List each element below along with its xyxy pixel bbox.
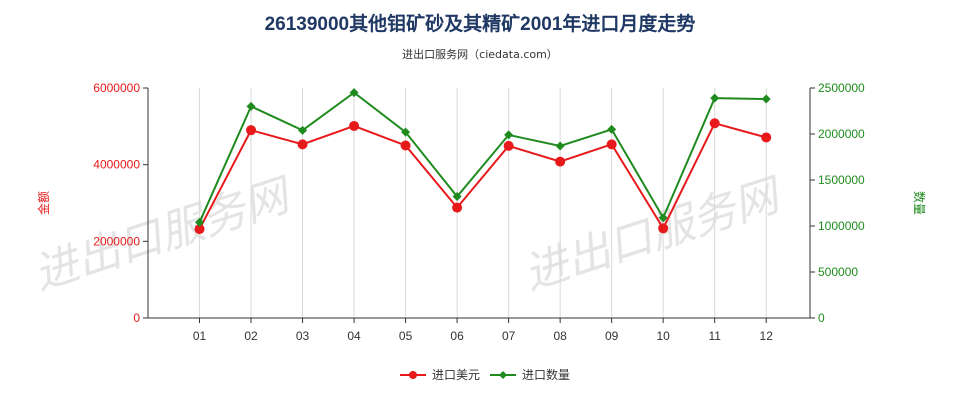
y-right-tick-label: 1500000 bbox=[818, 173, 865, 187]
data-point-quantity bbox=[401, 127, 411, 137]
legend-marker bbox=[409, 371, 417, 379]
watermark-text: 进出口服务网 bbox=[28, 169, 300, 301]
data-point-quantity bbox=[452, 192, 462, 202]
data-point-quantity bbox=[607, 124, 617, 134]
x-tick-label: 01 bbox=[193, 329, 207, 343]
series-line-1 bbox=[198, 122, 767, 231]
data-point-amount bbox=[452, 202, 463, 213]
data-point-amount bbox=[555, 156, 566, 167]
x-tick-label: 11 bbox=[708, 329, 721, 343]
legend-marker bbox=[499, 371, 507, 379]
data-point-quantity bbox=[195, 217, 205, 227]
x-tick-label: 06 bbox=[450, 329, 464, 343]
legend-label: 进口美元 bbox=[432, 368, 480, 382]
legend-item-2: 进口数量 bbox=[490, 367, 570, 382]
data-point-quantity bbox=[504, 130, 514, 140]
chart-title: 26139000其他钼矿砂及其精矿2001年进口月度走势 bbox=[265, 12, 696, 35]
y-right-tick-label: 0 bbox=[818, 311, 825, 325]
data-point-amount bbox=[349, 120, 360, 131]
y-left-tick-label: 4000000 bbox=[93, 158, 140, 172]
y-left-tick-label: 2000000 bbox=[93, 234, 140, 248]
data-point-amount bbox=[606, 139, 617, 150]
y-right-tick-label: 500000 bbox=[818, 265, 858, 279]
y-right-axis-title: 数量 bbox=[912, 191, 927, 215]
y-left-tick-label: 0 bbox=[133, 311, 140, 325]
data-point-amount bbox=[246, 125, 257, 136]
data-point-quantity bbox=[761, 94, 771, 104]
x-tick-label: 07 bbox=[502, 329, 516, 343]
watermark-text: 进出口服务网 bbox=[518, 169, 790, 301]
data-point-amount bbox=[400, 140, 411, 151]
data-point-quantity bbox=[555, 141, 565, 151]
legend-label: 进口数量 bbox=[522, 367, 570, 382]
x-tick-label: 05 bbox=[399, 329, 413, 343]
plot-area: 0 2000000 4000000 6000000 0 500000 1000000 1500… bbox=[36, 81, 927, 343]
y-right-tick-label: 2500000 bbox=[818, 81, 865, 95]
data-point-quantity bbox=[246, 101, 256, 111]
series-line-2 bbox=[198, 91, 767, 223]
data-point-amount bbox=[658, 223, 669, 234]
data-point-quantity bbox=[658, 213, 668, 223]
legend-item-1: 进口美元 bbox=[400, 368, 480, 382]
y-right-tick-label: 2000000 bbox=[818, 127, 865, 141]
y-left-axis-title: 金额 bbox=[36, 191, 51, 215]
data-point-quantity bbox=[298, 125, 308, 135]
data-point-quantity bbox=[710, 93, 720, 103]
data-point-amount bbox=[297, 139, 308, 150]
data-point-amount bbox=[761, 132, 772, 143]
data-point-amount bbox=[194, 224, 205, 235]
x-tick-label: 12 bbox=[760, 329, 774, 343]
y-left-tick-label: 6000000 bbox=[93, 81, 140, 95]
x-tick-label: 08 bbox=[553, 329, 567, 343]
legend: 进口美元 进口数量 bbox=[400, 367, 570, 382]
data-point-amount bbox=[503, 140, 514, 151]
data-point-amount bbox=[709, 118, 720, 129]
x-tick-label: 09 bbox=[605, 329, 619, 343]
x-tick-label: 04 bbox=[347, 329, 361, 343]
y-right-tick-label: 1000000 bbox=[818, 219, 865, 233]
x-tick-label: 10 bbox=[656, 329, 670, 343]
x-tick-label: 02 bbox=[244, 329, 258, 343]
data-point-quantity bbox=[349, 88, 359, 98]
x-tick-label: 03 bbox=[296, 329, 310, 343]
chart-subtitle: 进出口服务网（ciedata.com） bbox=[402, 47, 558, 61]
